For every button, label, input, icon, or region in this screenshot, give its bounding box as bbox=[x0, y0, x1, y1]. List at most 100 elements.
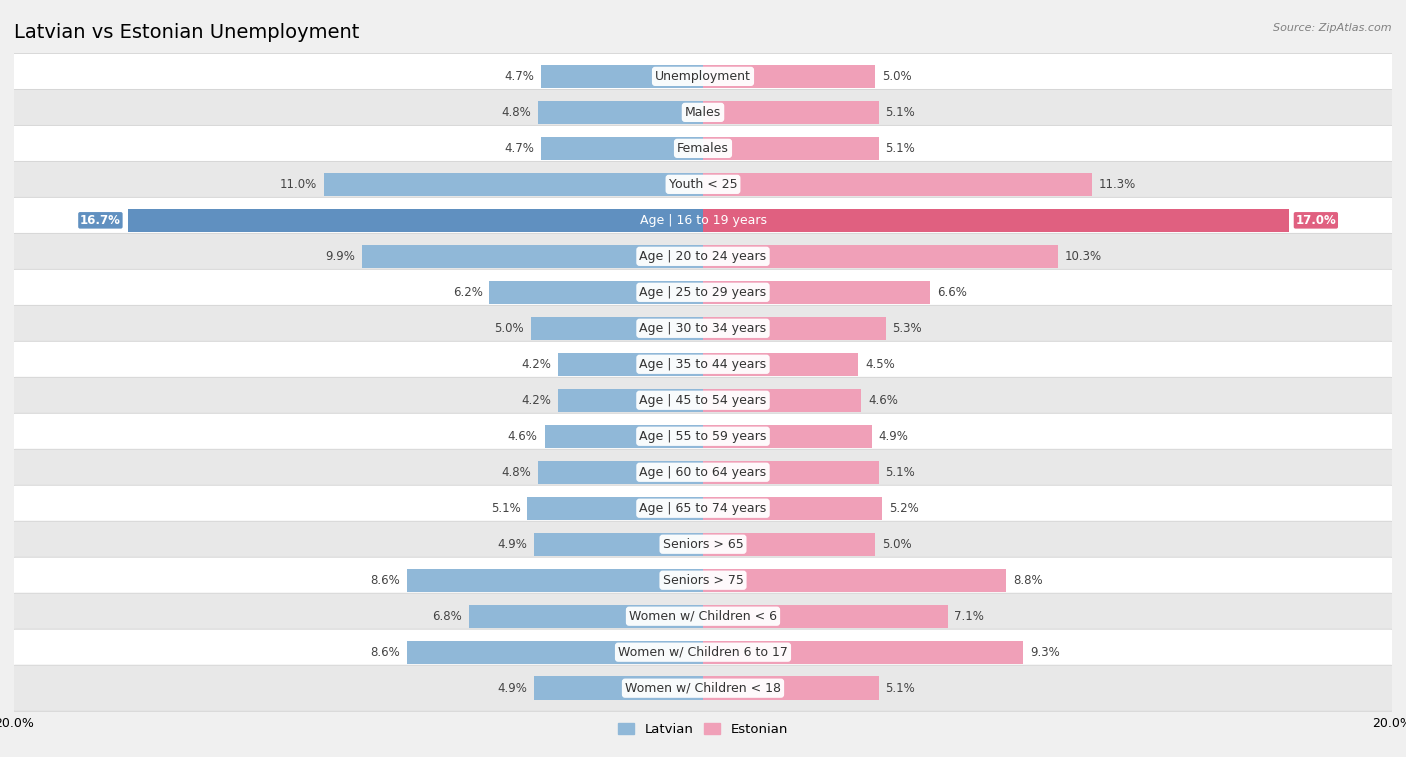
Text: 5.0%: 5.0% bbox=[882, 537, 911, 551]
Text: 7.1%: 7.1% bbox=[955, 609, 984, 623]
Bar bbox=[558, 353, 703, 376]
Bar bbox=[558, 388, 703, 412]
Text: 4.8%: 4.8% bbox=[501, 106, 531, 119]
Text: 5.3%: 5.3% bbox=[893, 322, 922, 335]
Bar bbox=[468, 605, 703, 628]
Bar bbox=[541, 137, 703, 160]
FancyBboxPatch shape bbox=[10, 305, 1396, 351]
Bar bbox=[531, 316, 703, 340]
Text: Age | 25 to 29 years: Age | 25 to 29 years bbox=[640, 286, 766, 299]
FancyBboxPatch shape bbox=[10, 161, 1396, 207]
Text: Age | 60 to 64 years: Age | 60 to 64 years bbox=[640, 466, 766, 478]
FancyBboxPatch shape bbox=[10, 89, 1396, 136]
Bar bbox=[703, 209, 1289, 232]
Text: Males: Males bbox=[685, 106, 721, 119]
Bar bbox=[703, 497, 882, 520]
Text: 4.8%: 4.8% bbox=[501, 466, 531, 478]
Text: Age | 55 to 59 years: Age | 55 to 59 years bbox=[640, 430, 766, 443]
FancyBboxPatch shape bbox=[10, 198, 1396, 243]
Text: 5.1%: 5.1% bbox=[886, 466, 915, 478]
Text: Seniors > 65: Seniors > 65 bbox=[662, 537, 744, 551]
Text: Females: Females bbox=[678, 142, 728, 155]
Text: Age | 45 to 54 years: Age | 45 to 54 years bbox=[640, 394, 766, 407]
Bar bbox=[323, 173, 703, 196]
Text: 8.8%: 8.8% bbox=[1012, 574, 1043, 587]
Text: Women w/ Children 6 to 17: Women w/ Children 6 to 17 bbox=[619, 646, 787, 659]
Text: Age | 65 to 74 years: Age | 65 to 74 years bbox=[640, 502, 766, 515]
FancyBboxPatch shape bbox=[10, 377, 1396, 423]
Text: 16.7%: 16.7% bbox=[80, 213, 121, 227]
Text: 9.3%: 9.3% bbox=[1031, 646, 1060, 659]
FancyBboxPatch shape bbox=[10, 629, 1396, 675]
Bar bbox=[703, 460, 879, 484]
Bar bbox=[489, 281, 703, 304]
Bar bbox=[703, 137, 879, 160]
Text: 4.6%: 4.6% bbox=[508, 430, 537, 443]
Text: 9.9%: 9.9% bbox=[325, 250, 356, 263]
FancyBboxPatch shape bbox=[10, 269, 1396, 316]
Text: 4.9%: 4.9% bbox=[498, 537, 527, 551]
Bar bbox=[703, 173, 1092, 196]
FancyBboxPatch shape bbox=[10, 522, 1396, 567]
Text: Age | 16 to 19 years: Age | 16 to 19 years bbox=[640, 213, 766, 227]
Bar bbox=[537, 460, 703, 484]
Bar bbox=[537, 101, 703, 124]
Text: Age | 35 to 44 years: Age | 35 to 44 years bbox=[640, 358, 766, 371]
Text: 17.0%: 17.0% bbox=[1295, 213, 1336, 227]
FancyBboxPatch shape bbox=[10, 485, 1396, 531]
Bar bbox=[406, 640, 703, 664]
Text: 5.1%: 5.1% bbox=[491, 502, 520, 515]
Text: 4.9%: 4.9% bbox=[879, 430, 908, 443]
Bar bbox=[534, 677, 703, 700]
Bar bbox=[703, 245, 1057, 268]
Text: Women w/ Children < 6: Women w/ Children < 6 bbox=[628, 609, 778, 623]
Text: 11.3%: 11.3% bbox=[1099, 178, 1136, 191]
Text: 5.0%: 5.0% bbox=[882, 70, 911, 83]
Bar bbox=[406, 569, 703, 592]
Text: 8.6%: 8.6% bbox=[370, 574, 399, 587]
Text: 4.9%: 4.9% bbox=[498, 682, 527, 695]
Bar bbox=[703, 677, 879, 700]
Bar bbox=[703, 64, 875, 88]
Text: 10.3%: 10.3% bbox=[1064, 250, 1102, 263]
FancyBboxPatch shape bbox=[10, 413, 1396, 459]
Text: Unemployment: Unemployment bbox=[655, 70, 751, 83]
Text: 6.2%: 6.2% bbox=[453, 286, 482, 299]
Text: 5.1%: 5.1% bbox=[886, 142, 915, 155]
Bar bbox=[703, 425, 872, 448]
Text: 8.6%: 8.6% bbox=[370, 646, 399, 659]
Bar bbox=[703, 316, 886, 340]
Text: Latvian vs Estonian Unemployment: Latvian vs Estonian Unemployment bbox=[14, 23, 360, 42]
Bar bbox=[703, 388, 862, 412]
Text: 4.2%: 4.2% bbox=[522, 394, 551, 407]
Text: Age | 20 to 24 years: Age | 20 to 24 years bbox=[640, 250, 766, 263]
FancyBboxPatch shape bbox=[10, 53, 1396, 99]
FancyBboxPatch shape bbox=[10, 593, 1396, 639]
FancyBboxPatch shape bbox=[10, 126, 1396, 171]
Text: 4.2%: 4.2% bbox=[522, 358, 551, 371]
Text: 11.0%: 11.0% bbox=[280, 178, 318, 191]
Text: 6.6%: 6.6% bbox=[938, 286, 967, 299]
Bar bbox=[541, 64, 703, 88]
Bar bbox=[703, 605, 948, 628]
Bar bbox=[703, 532, 875, 556]
Text: 4.7%: 4.7% bbox=[505, 70, 534, 83]
FancyBboxPatch shape bbox=[10, 557, 1396, 603]
FancyBboxPatch shape bbox=[10, 341, 1396, 388]
Text: 4.5%: 4.5% bbox=[865, 358, 894, 371]
Bar bbox=[703, 353, 858, 376]
Bar bbox=[128, 209, 703, 232]
Bar bbox=[703, 281, 931, 304]
Text: 5.2%: 5.2% bbox=[889, 502, 918, 515]
Bar bbox=[544, 425, 703, 448]
Text: Youth < 25: Youth < 25 bbox=[669, 178, 737, 191]
Text: 5.1%: 5.1% bbox=[886, 106, 915, 119]
Text: 4.6%: 4.6% bbox=[869, 394, 898, 407]
Bar bbox=[703, 640, 1024, 664]
FancyBboxPatch shape bbox=[10, 449, 1396, 495]
Text: 4.7%: 4.7% bbox=[505, 142, 534, 155]
Legend: Latvian, Estonian: Latvian, Estonian bbox=[613, 718, 793, 741]
Bar bbox=[534, 532, 703, 556]
Text: Seniors > 75: Seniors > 75 bbox=[662, 574, 744, 587]
Text: 5.0%: 5.0% bbox=[495, 322, 524, 335]
